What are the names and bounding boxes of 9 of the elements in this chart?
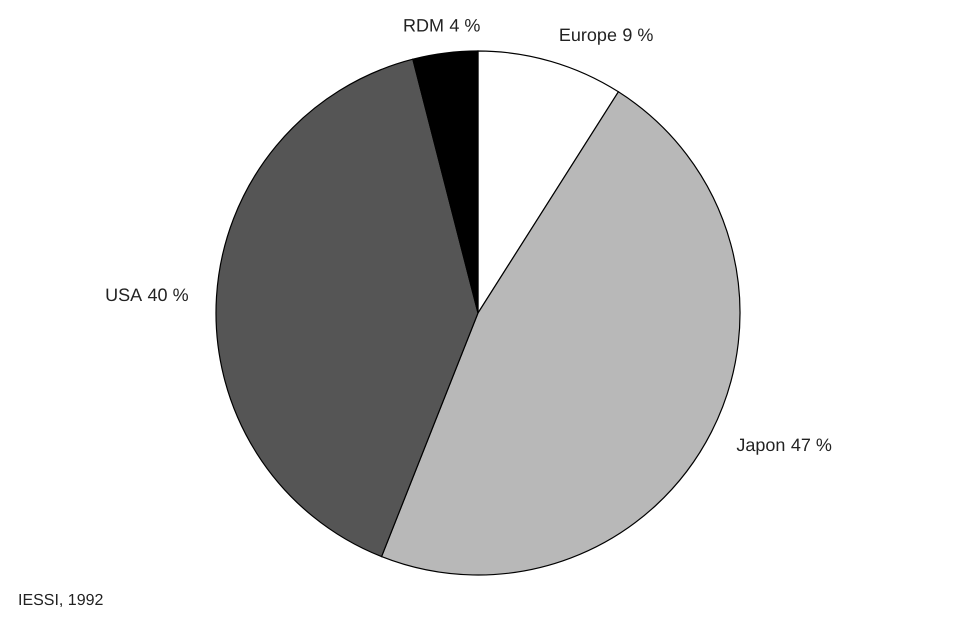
data-label: 9 % bbox=[622, 24, 654, 45]
data-label: 4 % bbox=[449, 16, 480, 36]
data-label: 40 % bbox=[148, 285, 189, 306]
slice-label: RDM bbox=[402, 16, 444, 36]
data-label: 47 % bbox=[790, 434, 832, 455]
slice-label: Japon bbox=[736, 434, 786, 455]
slice-label: USA bbox=[105, 285, 142, 306]
text: IESSI, 1992 bbox=[18, 592, 104, 609]
slice-label: Europe bbox=[558, 24, 617, 45]
